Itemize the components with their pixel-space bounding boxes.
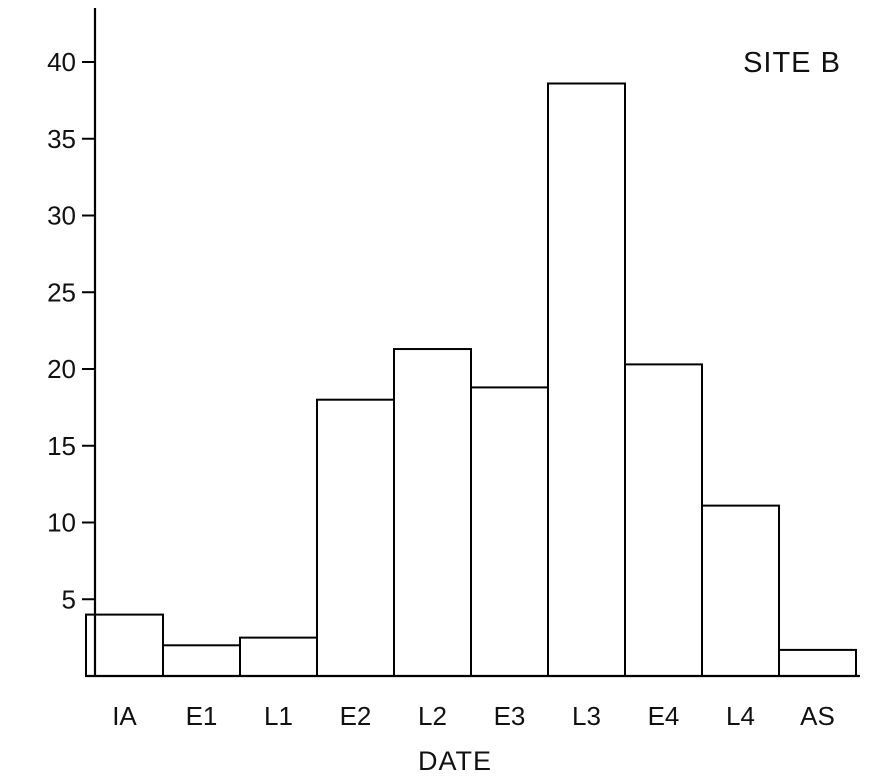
y-tick-label: 35 xyxy=(47,124,76,154)
y-tick-label: 15 xyxy=(47,431,76,461)
bar-as xyxy=(778,648,857,678)
y-tick-label: 40 xyxy=(47,47,76,77)
x-tick-label: E4 xyxy=(648,701,680,731)
chart-title: SITE B xyxy=(743,47,841,79)
bar-e3 xyxy=(470,386,549,677)
bar-l1 xyxy=(239,636,318,677)
x-tick-label: L3 xyxy=(572,701,601,731)
bar-l4 xyxy=(701,504,780,677)
x-tick-label: E3 xyxy=(494,701,526,731)
y-tick-label: 30 xyxy=(47,201,76,231)
y-tick-label: 5 xyxy=(62,584,76,614)
x-tick-label: L4 xyxy=(726,701,755,731)
x-tick-labels: IA E1 L1 E2 L2 E3 L3 E4 L4 AS xyxy=(112,701,835,731)
bar-ia xyxy=(85,613,164,677)
bars-layer xyxy=(85,82,857,678)
y-tick-label: 20 xyxy=(47,354,76,384)
y-tick-label: 25 xyxy=(47,277,76,307)
bar-l3 xyxy=(547,82,626,678)
bar-e1 xyxy=(162,644,241,677)
x-tick-label: E1 xyxy=(186,701,218,731)
x-tick-label: E2 xyxy=(340,701,372,731)
x-axis-title: DATE xyxy=(418,746,492,776)
y-tick-label: 10 xyxy=(47,508,76,538)
x-tick-label: L2 xyxy=(418,701,447,731)
x-tick-label: AS xyxy=(800,701,835,731)
y-ticks: 5 10 15 20 25 30 35 40 xyxy=(47,47,95,614)
x-tick-label: IA xyxy=(112,701,137,731)
bar-e2 xyxy=(316,398,395,677)
axes-layer xyxy=(86,8,860,678)
x-tick-label: L1 xyxy=(264,701,293,731)
bar-l2 xyxy=(393,348,472,677)
bar-e4 xyxy=(624,363,703,677)
